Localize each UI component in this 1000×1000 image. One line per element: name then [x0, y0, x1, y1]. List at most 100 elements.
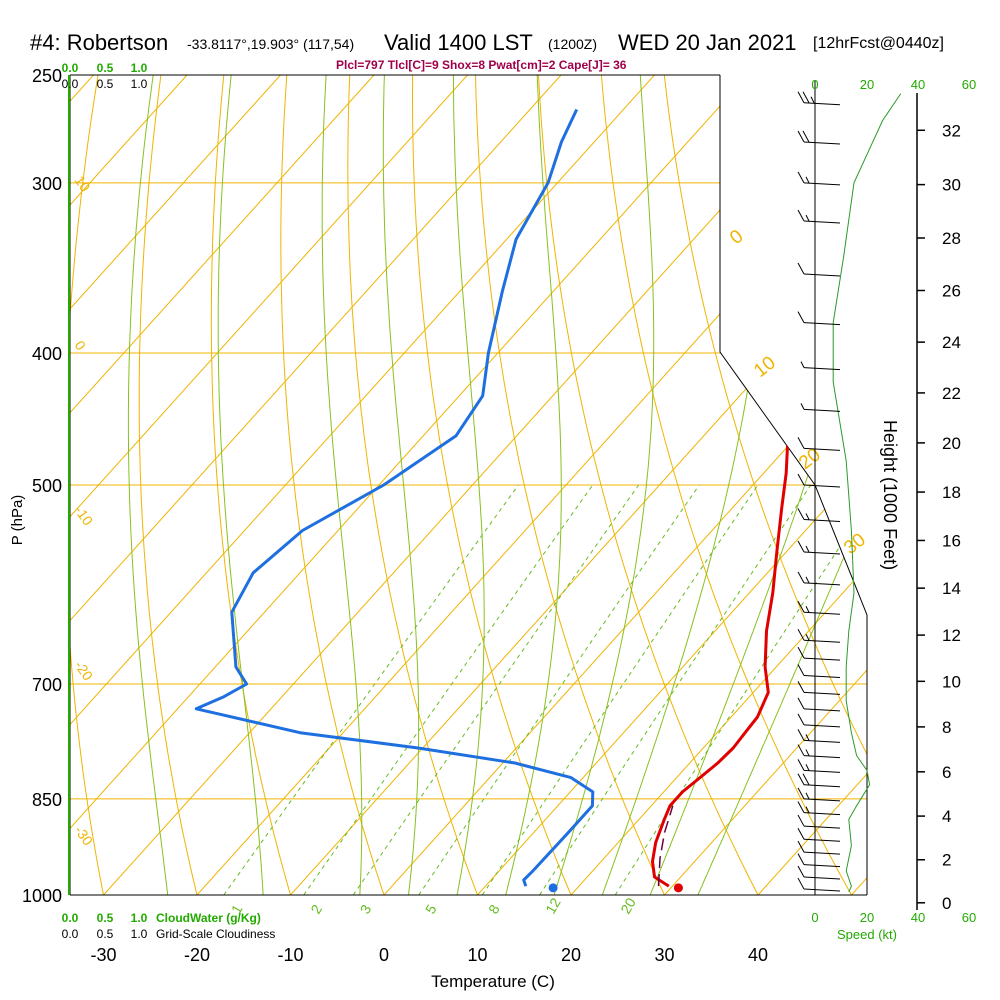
wind-barb-flag	[802, 91, 810, 103]
wind-barb	[797, 601, 841, 615]
wind-barb-half-flag	[800, 403, 805, 410]
mixing-ratio-line	[223, 484, 519, 895]
height-tick-label: 6	[942, 763, 951, 782]
height-axis-title: Height (1000 Feet)	[880, 420, 900, 570]
wind-barb-staff	[803, 825, 841, 829]
dry-adiabat	[599, 75, 867, 895]
isotherm-label: 0	[726, 226, 747, 249]
wind-barb-staff	[803, 657, 841, 661]
wind-barb	[797, 759, 841, 773]
temperature-axis-title: Temperature (C)	[431, 972, 555, 991]
wind-barb-flag	[797, 171, 805, 184]
wind-barb	[797, 209, 841, 224]
pressure-tick-label: 850	[32, 790, 62, 810]
wind-speed-profile	[832, 93, 902, 893]
height-tick-label: 18	[942, 483, 961, 502]
wind-barb-flag	[797, 311, 805, 323]
cloud-water-scale-bottom: 0.0	[62, 911, 79, 925]
surface-dewpoint-marker	[548, 883, 558, 893]
parcel-trace	[657, 805, 674, 887]
cloudiness-scale-bottom: 0.0	[62, 927, 79, 941]
pressure-tick-label: 250	[32, 66, 62, 86]
wind-barb-flag	[797, 713, 805, 726]
utc-time: (1200Z)	[548, 36, 598, 52]
wind-barb	[797, 262, 841, 277]
wind-speed-tick-top: 60	[962, 77, 976, 92]
wind-speed-tick-top: 0	[811, 77, 818, 92]
pressure-tick-label: 300	[32, 174, 62, 194]
height-tick-label: 30	[942, 176, 961, 195]
dry-adiabat	[138, 75, 205, 895]
cloud-water-scale-bottom: 0.5	[97, 911, 114, 925]
wind-barb-staff	[803, 484, 841, 488]
wind-barb-staff	[803, 784, 841, 788]
cloudiness-scale-bottom: 0.5	[97, 927, 114, 941]
wind-barb	[797, 729, 841, 743]
wind-barb-flag	[797, 827, 805, 840]
mixing-ratio-label: 12	[542, 895, 564, 917]
wind-barb-staff	[803, 838, 841, 842]
mixing-ratio-line	[303, 484, 594, 895]
mixing-ratio-line	[539, 484, 812, 895]
wind-barb-staff	[803, 739, 841, 743]
wind-barb	[797, 773, 841, 788]
wind-barb	[797, 171, 841, 186]
wind-barb-staff	[803, 812, 841, 816]
height-tick-label: 0	[942, 894, 951, 913]
wind-barb-staff	[803, 876, 841, 880]
wind-barb-staff	[803, 447, 841, 451]
valid-time: Valid 1400 LST	[384, 30, 533, 55]
wind-barb-staff	[803, 724, 841, 728]
mixing-ratio-label: 8	[485, 902, 503, 917]
isotherm-line	[103, 75, 842, 895]
moist-adiabat	[544, 75, 655, 895]
wind-barb	[797, 814, 841, 829]
wind-barb	[797, 91, 841, 106]
pressure-tick-label: 1000	[22, 886, 62, 906]
wind-speed-tick-top: 20	[860, 77, 874, 92]
temperature-tick-label: 10	[467, 945, 487, 965]
wind-barb-flag	[797, 729, 805, 741]
wind-barb-staff	[803, 888, 841, 892]
isotherm-line	[70, 75, 749, 895]
wind-barb-staff	[803, 367, 841, 371]
pressure-tick-label: 700	[32, 675, 62, 695]
wind-barb-flag	[797, 209, 805, 222]
mixing-ratio-label: 2	[307, 902, 325, 917]
cloudiness-scale-top: 1.0	[131, 77, 148, 91]
wind-barb-half-flag	[810, 96, 815, 103]
wind-barb-flag	[797, 130, 805, 143]
cloudiness-scale-top: 0.0	[62, 77, 79, 91]
dry-adiabat	[661, 75, 867, 895]
wind-barb-staff	[803, 518, 841, 522]
wind-speed-tick-bottom: 60	[962, 910, 976, 925]
cloudiness-caption: Grid-Scale Cloudiness	[156, 927, 275, 941]
wind-barb-half-flag	[805, 576, 810, 584]
wind-barb-flag	[802, 773, 810, 786]
wind-barb-half-flag	[805, 749, 810, 756]
wind-barb-staff	[803, 182, 841, 186]
wind-barb-staff	[803, 769, 841, 773]
wind-barb-staff	[803, 708, 841, 712]
isotherm-line	[383, 75, 867, 895]
wind-barb	[797, 628, 841, 643]
wind-barb-staff	[803, 220, 841, 224]
height-tick-label: 26	[942, 282, 961, 301]
wind-barb-flag	[797, 681, 805, 693]
wind-speed-caption: Speed (kt)	[837, 927, 897, 942]
wind-speed-tick-bottom: 20	[860, 910, 874, 925]
wind-barb	[797, 697, 841, 712]
height-tick-label: 14	[942, 579, 961, 598]
wind-barb-half-flag	[805, 792, 810, 800]
pressure-axis-title: P (hPa)	[9, 495, 26, 546]
wind-barb-half-flag	[805, 513, 810, 520]
isotherm-label: 30	[840, 529, 870, 559]
pressure-tick-label: 400	[32, 344, 62, 364]
wind-barb-flag	[797, 508, 805, 520]
wind-barb-flag	[797, 646, 805, 659]
dry-adiabat-label: -30	[72, 823, 97, 849]
mixing-ratio-label: 5	[422, 902, 440, 917]
